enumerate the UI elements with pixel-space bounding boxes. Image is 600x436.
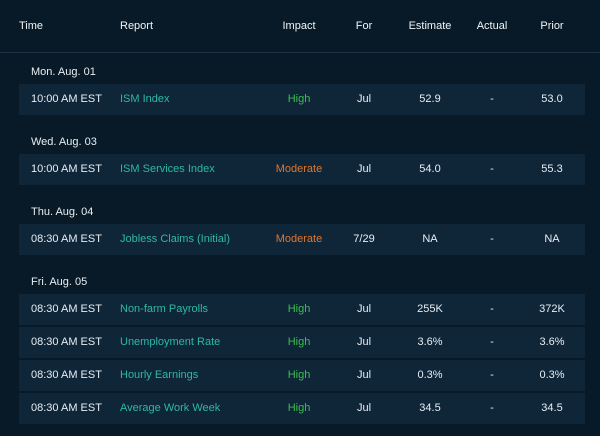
actual-value: - (490, 402, 494, 414)
report-link[interactable]: Jobless Claims (Initial) (120, 233, 231, 245)
prior-value: NA (544, 233, 560, 245)
row-time: 08:30 AM EST (31, 402, 102, 414)
for-value: Jul (356, 163, 372, 175)
estimate-value: 255K (417, 303, 443, 315)
row-time: 08:30 AM EST (31, 303, 102, 315)
day-label: Fri. Aug. 05 (31, 276, 88, 288)
day-label: Mon. Aug. 01 (31, 66, 96, 78)
for-value: Jul (356, 369, 372, 381)
prior-value: 372K (539, 303, 565, 315)
estimate-value: NA (422, 233, 438, 245)
estimate-value: 34.5 (419, 402, 441, 414)
impact-value: High (287, 369, 311, 381)
for-value: 7/29 (353, 233, 375, 245)
table-header: Time Report Impact For Estimate Actual P… (0, 0, 600, 53)
row-time: 08:30 AM EST (31, 336, 102, 348)
column-header-actual[interactable]: Actual (476, 20, 508, 32)
estimate-value: 52.9 (419, 93, 441, 105)
impact-value: High (287, 93, 311, 105)
column-header-prior[interactable]: Prior (540, 20, 564, 32)
row-time: 10:00 AM EST (31, 93, 102, 105)
for-value: Jul (356, 336, 372, 348)
table-row[interactable]: 08:30 AM EST Average Work Week High Jul … (19, 393, 585, 425)
report-link[interactable]: ISM Services Index (120, 163, 215, 175)
column-header-impact[interactable]: Impact (282, 20, 316, 32)
actual-value: - (490, 336, 494, 348)
table-row[interactable]: 08:30 AM EST Jobless Claims (Initial) Mo… (19, 224, 585, 256)
report-link[interactable]: Unemployment Rate (120, 336, 221, 348)
column-header-report[interactable]: Report (120, 20, 154, 32)
impact-value: High (287, 402, 311, 414)
row-time: 08:30 AM EST (31, 369, 102, 381)
column-header-time[interactable]: Time (19, 20, 44, 32)
day-label: Thu. Aug. 04 (31, 206, 94, 218)
table-row[interactable]: 10:00 AM EST ISM Services Index Moderate… (19, 154, 585, 186)
prior-value: 53.0 (541, 93, 563, 105)
table-row[interactable]: 08:30 AM EST Non-farm Payrolls High Jul … (19, 294, 585, 326)
estimate-value: 3.6% (417, 336, 443, 348)
actual-value: - (490, 163, 494, 175)
row-time: 08:30 AM EST (31, 233, 102, 245)
prior-value: 3.6% (539, 336, 565, 348)
for-value: Jul (356, 402, 372, 414)
report-link[interactable]: ISM Index (120, 93, 170, 105)
impact-value: High (287, 303, 311, 315)
actual-value: - (490, 233, 494, 245)
actual-value: - (490, 369, 494, 381)
actual-value: - (490, 93, 494, 105)
table-row[interactable]: 10:00 AM EST ISM Index High Jul 52.9 - 5… (19, 84, 585, 116)
column-header-estimate[interactable]: Estimate (408, 20, 452, 32)
estimate-value: 54.0 (419, 163, 441, 175)
for-value: Jul (356, 303, 372, 315)
day-label: Wed. Aug. 03 (31, 136, 97, 148)
row-time: 10:00 AM EST (31, 163, 102, 175)
prior-value: 0.3% (539, 369, 565, 381)
report-link[interactable]: Average Work Week (120, 402, 221, 414)
table-row[interactable]: 08:30 AM EST Unemployment Rate High Jul … (19, 327, 585, 359)
impact-value: Moderate (275, 233, 323, 245)
prior-value: 34.5 (541, 402, 563, 414)
column-header-for[interactable]: For (355, 20, 373, 32)
prior-value: 55.3 (541, 163, 563, 175)
table-row[interactable]: 08:30 AM EST Hourly Earnings High Jul 0.… (19, 360, 585, 392)
report-link[interactable]: Non-farm Payrolls (120, 303, 209, 315)
estimate-value: 0.3% (417, 369, 443, 381)
impact-value: Moderate (275, 163, 323, 175)
actual-value: - (490, 303, 494, 315)
report-link[interactable]: Hourly Earnings (120, 369, 199, 381)
for-value: Jul (356, 93, 372, 105)
impact-value: High (287, 336, 311, 348)
